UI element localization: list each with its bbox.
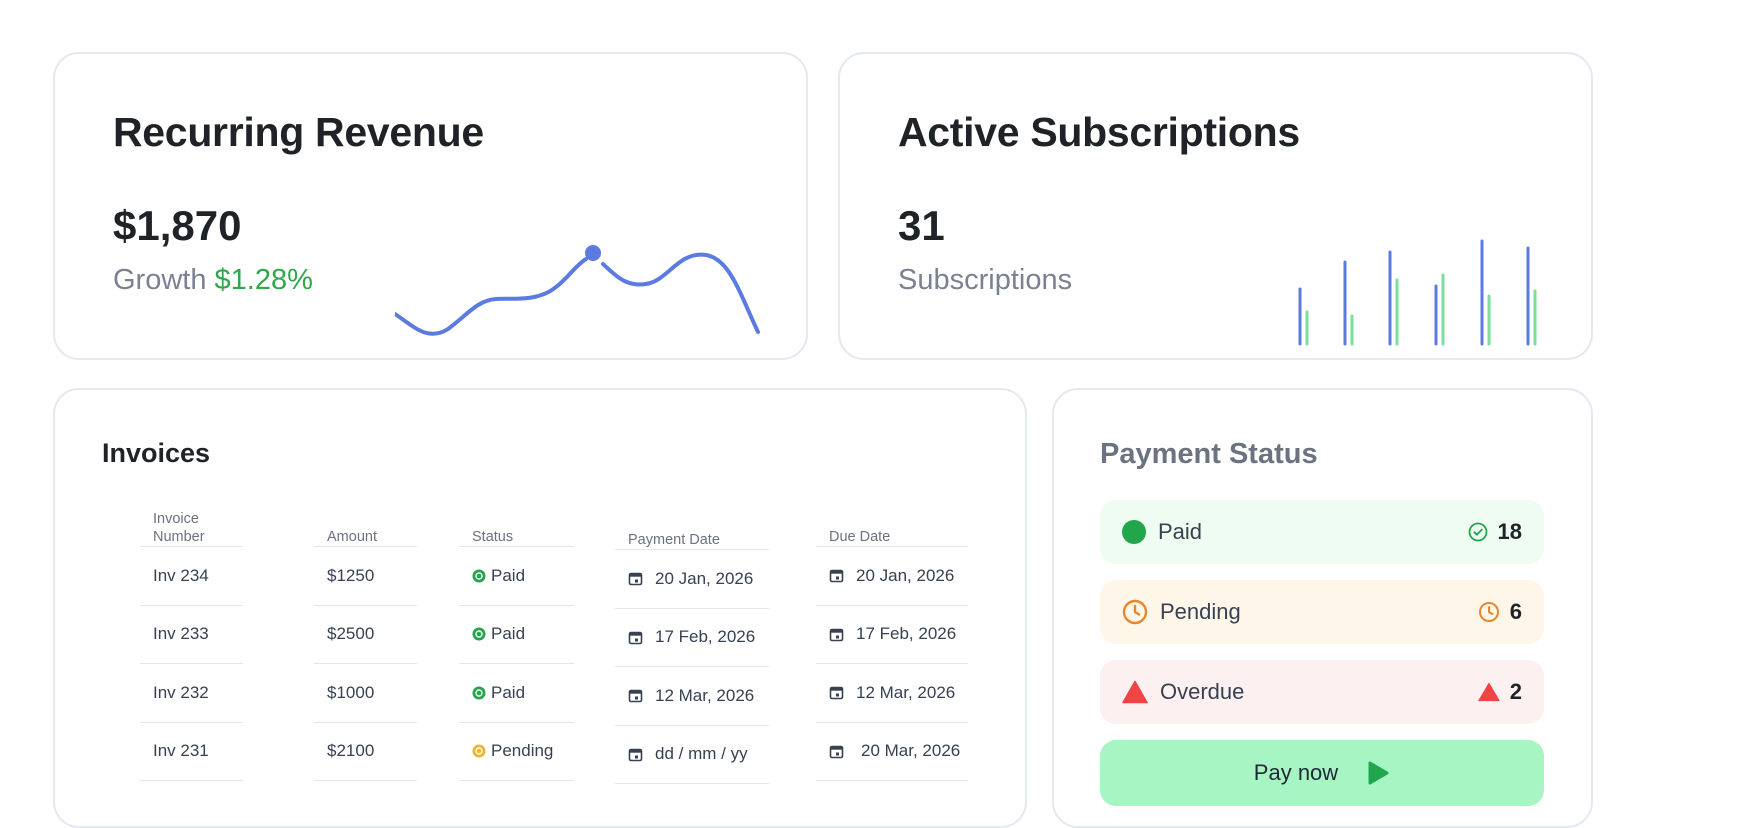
growth-line: Growth $1.28% (113, 264, 313, 297)
pending-status-icon (472, 744, 486, 758)
payment-status-card: Payment Status Paid 18 Pending 6 Overdue… (1052, 388, 1593, 828)
paid-status-row[interactable]: Paid 18 (1100, 500, 1544, 564)
status-dot-icon (1122, 520, 1146, 544)
header-payment-date: Payment Date (615, 505, 769, 550)
calendar-icon (628, 748, 643, 762)
header-status: Status (459, 505, 574, 547)
due-date-value: 20 Mar, 2026 (861, 741, 961, 761)
calendar-icon (628, 572, 643, 586)
header-invoice-number-label: Invoice Number (153, 511, 205, 545)
calendar-icon (829, 569, 844, 583)
status-cell: Pending (459, 723, 574, 781)
clock-icon (1122, 599, 1148, 625)
revenue-sparkline (395, 245, 760, 336)
active-subscriptions-title: Active Subscriptions (898, 109, 1300, 155)
pending-status-row[interactable]: Pending 6 (1100, 580, 1544, 644)
due-date-input[interactable]: 12 Mar, 2026 (816, 664, 968, 723)
status-label: Paid (491, 565, 526, 585)
amount-cell: $2100 (314, 723, 417, 781)
recurring-revenue-card: Recurring Revenue $1,870 Growth $1.28% (53, 52, 808, 360)
active-subscriptions-card: Active Subscriptions 31 Subscriptions (838, 52, 1593, 360)
header-invoice-number: Invoice Number (140, 505, 243, 547)
status-label: Paid (491, 624, 526, 644)
due-date-column: Due Date 20 Jan, 2026 17 Feb, 2026 12 Ma… (816, 505, 968, 781)
due-date-input[interactable]: 20 Mar, 2026 (816, 723, 968, 781)
status-column: Status Paid Paid Paid Pending (459, 505, 574, 781)
overdue-label: Overdue (1160, 679, 1245, 704)
table-row[interactable]: Inv 231 (140, 723, 243, 781)
due-date-value: 20 Jan, 2026 (856, 565, 955, 585)
subscriptions-label: Subscriptions (898, 264, 1073, 296)
status-cell: Paid (459, 547, 574, 606)
payment-date-value: dd / mm / yy (655, 744, 748, 764)
calendar-icon (829, 686, 844, 700)
table-row[interactable]: Inv 234 (140, 547, 243, 606)
revenue-sparkline-path (395, 252, 760, 336)
header-due-date: Due Date (816, 505, 968, 547)
payment-date-input[interactable]: 20 Jan, 2026 (615, 550, 769, 609)
status-cell: Paid (459, 606, 574, 664)
revenue-sparkline-marker (585, 245, 601, 261)
payment-date-column: Payment Date 20 Jan, 2026 17 Feb, 2026 1… (615, 505, 769, 784)
due-date-input[interactable]: 20 Jan, 2026 (816, 547, 968, 606)
payment-date-value: 12 Mar, 2026 (655, 685, 755, 705)
table-row[interactable]: Inv 232 (140, 664, 243, 723)
status-label: Pending (491, 741, 554, 761)
payment-date-value: 17 Feb, 2026 (655, 627, 756, 647)
calendar-icon (829, 745, 844, 759)
header-due-date-label: Due Date (829, 529, 891, 545)
play-icon (1368, 761, 1389, 785)
payment-date-input[interactable]: 17 Feb, 2026 (615, 609, 769, 667)
overdue-status-row[interactable]: Overdue 2 (1100, 660, 1544, 724)
payment-date-input[interactable]: 12 Mar, 2026 (615, 667, 769, 726)
pending-label: Pending (1160, 599, 1241, 624)
status-label: Paid (491, 682, 526, 702)
paid-count: 18 (1497, 519, 1522, 544)
paid-status-icon (472, 569, 486, 583)
payment-date-value: 20 Jan, 2026 (655, 568, 754, 588)
amount-cell: $2500 (314, 606, 417, 664)
header-payment-date-label: Payment Date (628, 532, 720, 548)
amount-cell: $1250 (314, 547, 417, 606)
calendar-icon (628, 631, 643, 645)
paid-status-icon (472, 627, 486, 641)
header-status-label: Status (472, 529, 514, 545)
status-cell: Paid (459, 664, 574, 723)
calendar-icon (628, 689, 643, 703)
recurring-revenue-value: $1,870 (113, 202, 242, 249)
calendar-icon (829, 628, 844, 642)
header-amount: Amount (314, 505, 417, 547)
amount-cell: $1000 (314, 664, 417, 723)
active-subscriptions-value: 31 (898, 202, 945, 249)
check-circle-icon (1468, 522, 1487, 542)
warning-triangle-icon (1122, 680, 1148, 704)
overdue-count: 2 (1509, 679, 1522, 704)
pay-now-button[interactable]: Pay now (1100, 740, 1544, 806)
pay-now-label: Pay now (1253, 760, 1339, 785)
due-date-value: 17 Feb, 2026 (856, 624, 957, 644)
paid-label: Paid (1158, 519, 1203, 544)
payment-date-input[interactable]: dd / mm / yy (615, 726, 769, 784)
recurring-revenue-title: Recurring Revenue (113, 109, 484, 155)
invoices-title: Invoices (102, 438, 211, 468)
clock-icon (1478, 602, 1499, 622)
table-row[interactable]: Inv 233 (140, 606, 243, 664)
invoices-card: Invoices Invoice Number Inv 234 Inv 233 … (53, 388, 1027, 828)
warning-triangle-icon (1478, 682, 1500, 702)
growth-label: Growth (113, 264, 207, 296)
amount-column: Amount $1250 $2500 $1000 $2100 (314, 505, 417, 781)
subscriptions-bar-chart (1298, 239, 1537, 346)
header-amount-label: Amount (327, 529, 377, 545)
paid-status-icon (472, 686, 486, 700)
growth-value: $1.28% (214, 264, 313, 296)
pending-count: 6 (1509, 599, 1522, 624)
due-date-value: 12 Mar, 2026 (856, 682, 956, 702)
payment-status-title: Payment Status (1100, 438, 1318, 470)
due-date-input[interactable]: 17 Feb, 2026 (816, 606, 968, 664)
invoice-number-column: Invoice Number Inv 234 Inv 233 Inv 232 I… (140, 505, 243, 781)
